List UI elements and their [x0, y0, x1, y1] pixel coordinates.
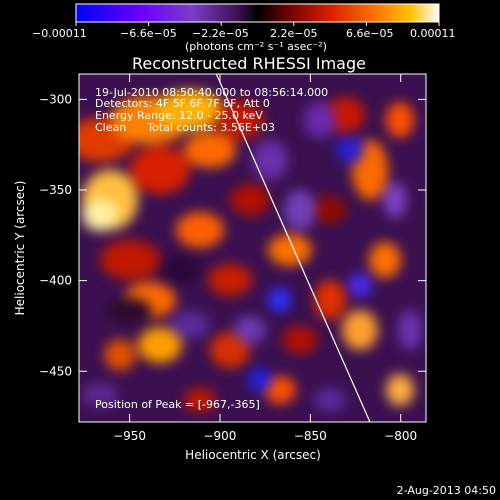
- colorbar-tick-label: −2.2e−05: [192, 27, 249, 40]
- emission-blob: [82, 199, 118, 231]
- emission-blob: [100, 240, 160, 280]
- emission-blob: [369, 242, 401, 278]
- plot-frame: [78, 73, 427, 423]
- detectors-label: Detectors: 4F 5F 6F 7F 8F, Att 0: [95, 97, 270, 110]
- time-range-label: 19-Jul-2010 08:50:40.000 to 08:56:14.000: [95, 86, 328, 99]
- emission-blob: [234, 316, 266, 344]
- emission-blob: [82, 383, 118, 407]
- y-tick-label: −450: [39, 364, 72, 378]
- emission-blob: [336, 136, 364, 164]
- emission-blob: [282, 326, 318, 354]
- emission-blob: [160, 254, 200, 286]
- chart-title: Reconstructed RHESSI Image: [132, 54, 366, 73]
- emission-blob: [130, 146, 190, 194]
- emission-blob: [108, 298, 152, 322]
- emission-blob: [230, 184, 270, 216]
- emission-blob: [314, 196, 346, 224]
- emission-blob: [184, 388, 216, 412]
- colorbar-tick-label: 2.2e−05: [270, 27, 317, 40]
- emission-blob: [138, 327, 182, 363]
- y-tick-label: −300: [39, 92, 72, 106]
- colorbar-tick-label: −0.00011: [32, 27, 87, 40]
- emission-blob: [176, 212, 224, 248]
- emission-blob: [383, 182, 407, 218]
- emission-blob: [268, 288, 292, 312]
- x-axis-label: Heliocentric X (arcsec): [185, 448, 321, 462]
- y-axis-label: Heliocentric Y (arcsec): [13, 181, 27, 316]
- method-counts-label: Clean Total counts: 3.56E+03: [95, 121, 275, 134]
- emission-blob: [210, 332, 250, 368]
- colorbar-tick-label: 6.6e−05: [346, 27, 393, 40]
- heatmap-image: [79, 74, 426, 422]
- colorbar: [75, 3, 440, 23]
- colorbar-ticks: [75, 22, 440, 26]
- solar-limb-line: [215, 73, 371, 423]
- emission-blob: [104, 339, 136, 371]
- colorbar-tick-label: −6.6e−05: [120, 27, 177, 40]
- emission-blob: [386, 102, 414, 138]
- emission-blob: [342, 310, 378, 350]
- emission-blob: [386, 374, 414, 406]
- emission-blob: [170, 311, 210, 339]
- emission-blob: [184, 132, 236, 168]
- colorbar-unit-label: (photons cm⁻² s⁻¹ asec⁻²): [185, 40, 327, 53]
- x-tick-label: −950: [113, 429, 146, 443]
- emission-blob: [398, 310, 422, 350]
- emission-blob: [314, 280, 346, 320]
- y-tick-label: −400: [39, 274, 72, 288]
- footer-date: 2-Aug-2013 04:50: [397, 484, 496, 497]
- y-tick-label: −350: [39, 183, 72, 197]
- emission-blob: [314, 388, 346, 412]
- emission-blob: [304, 102, 336, 138]
- emission-blob: [208, 264, 252, 296]
- peak-position-label: Position of Peak = [-967,-365]: [95, 398, 260, 411]
- emission-blob: [252, 140, 288, 180]
- colorbar-tick-label: 0.00011: [410, 27, 456, 40]
- x-tick-label: −850: [294, 429, 327, 443]
- emission-blob: [156, 90, 224, 130]
- emission-blob: [216, 100, 264, 140]
- emission-blob: [348, 273, 372, 297]
- emission-blob: [248, 368, 272, 392]
- y-axis-ticks: [79, 98, 426, 372]
- energy-range-label: Energy Range: 12.0 - 25.0 keV: [95, 109, 263, 122]
- emission-blob: [268, 234, 312, 266]
- x-axis-ticks: [129, 74, 402, 422]
- emission-blob: [284, 190, 316, 230]
- x-tick-label: −900: [203, 429, 236, 443]
- x-tick-label: −800: [384, 429, 417, 443]
- emission-blob: [264, 376, 296, 404]
